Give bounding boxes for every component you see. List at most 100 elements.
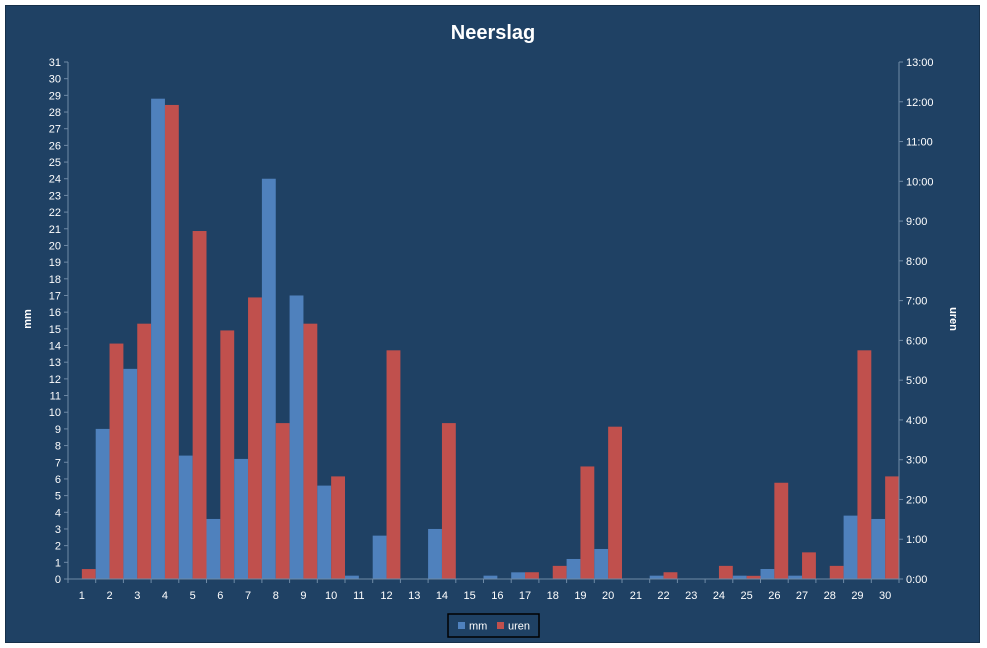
bar-uren-26 (774, 482, 789, 579)
y-tick-label-left: 1 (55, 557, 61, 569)
bar-uren-22 (663, 572, 678, 579)
bar-uren-9 (303, 323, 318, 579)
x-tick-label: 2 (106, 590, 112, 602)
y-tick-label-left: 8 (55, 441, 61, 453)
x-tick-label: 27 (796, 590, 808, 602)
y-tick-label-left: 20 (49, 240, 61, 252)
bar-mm-8 (261, 178, 276, 579)
y-tick-label-left: 11 (50, 391, 61, 403)
y-tick-label-left: 4 (55, 507, 61, 519)
bar-mm-4 (151, 98, 165, 580)
y-tick-label-right: 3:00 (906, 455, 927, 467)
bar-uren-2 (109, 343, 124, 579)
y-tick-label-left: 18 (49, 274, 61, 286)
bar-mm-9 (289, 295, 304, 579)
bar-uren-20 (608, 426, 622, 579)
bar-uren-8 (275, 423, 290, 579)
bar-uren-5 (192, 231, 207, 579)
x-tick-label: 4 (162, 590, 168, 602)
x-tick-label: 17 (519, 590, 531, 602)
y-tick-label-left: 10 (49, 407, 61, 419)
y-tick-label-left: 22 (49, 207, 61, 219)
bar-uren-14 (441, 423, 456, 579)
y-tick-label-left: 12 (49, 374, 61, 386)
x-tick-label: 30 (879, 590, 891, 602)
bar-uren-27 (802, 552, 816, 579)
bar-uren-12 (386, 350, 401, 579)
x-tick-label: 21 (630, 590, 642, 602)
bar-uren-30 (885, 476, 899, 579)
chart-canvas: Neerslag mm uren 01234567891011121314151… (22, 22, 959, 638)
bar-mm-17 (511, 572, 526, 579)
x-tick-label: 28 (824, 590, 836, 602)
x-tick-label: 25 (741, 590, 753, 602)
y-tick-label-left: 13 (49, 357, 61, 369)
bar-mm-25 (732, 575, 747, 579)
bar-mm-6 (206, 518, 221, 579)
y-tick-label-left: 2 (55, 541, 61, 553)
x-tick-label: 14 (436, 590, 448, 602)
y-axis-title-left: mm (22, 309, 34, 329)
x-tick-label: 12 (380, 590, 392, 602)
x-tick-label: 22 (657, 590, 669, 602)
chart-title: Neerslag (451, 22, 536, 44)
bar-mm-30 (871, 518, 886, 579)
x-tick-label: 16 (491, 590, 503, 602)
y-tick-label-right: 7:00 (906, 296, 927, 308)
x-tick-label: 13 (408, 590, 420, 602)
bar-mm-16 (483, 575, 498, 579)
y-tick-label-left: 9 (55, 424, 61, 436)
bar-mm-19 (566, 558, 581, 579)
axes-group: 0123456789101112131415161718192021222324… (49, 57, 934, 602)
bar-mm-3 (123, 368, 138, 579)
legend: mm uren (447, 613, 540, 638)
y-tick-label-right: 10:00 (906, 176, 934, 188)
y-tick-label-right: 6:00 (906, 335, 927, 347)
bar-uren-7 (248, 297, 262, 579)
y-tick-label-right: 0:00 (906, 574, 927, 586)
bar-uren-17 (525, 572, 539, 579)
x-tick-label: 1 (79, 590, 85, 602)
bar-uren-29 (857, 350, 872, 579)
y-tick-label-left: 30 (49, 74, 61, 86)
y-tick-label-left: 14 (49, 341, 61, 353)
y-tick-label-left: 5 (55, 491, 61, 503)
bar-mm-12 (372, 535, 387, 579)
x-tick-label: 9 (300, 590, 306, 602)
y-tick-label-left: 6 (55, 474, 61, 486)
y-tick-label-left: 16 (49, 307, 61, 319)
bar-mm-11 (345, 575, 359, 579)
bar-uren-19 (580, 466, 595, 579)
bar-mm-2 (95, 428, 110, 579)
y-tick-label-right: 12:00 (906, 97, 934, 109)
bar-uren-3 (137, 323, 152, 579)
y-tick-label-left: 25 (49, 157, 61, 169)
y-tick-label-left: 21 (49, 224, 61, 236)
x-tick-label: 26 (768, 590, 780, 602)
y-tick-label-right: 1:00 (906, 534, 927, 546)
bar-mm-20 (594, 548, 609, 579)
x-tick-label: 18 (547, 590, 559, 602)
y-tick-label-left: 26 (49, 140, 61, 152)
y-tick-label-left: 3 (55, 524, 61, 536)
legend-label-uren: uren (508, 621, 530, 633)
y-tick-label-left: 27 (49, 124, 61, 136)
y-tick-label-right: 8:00 (906, 256, 927, 268)
y-tick-label-right: 13:00 (906, 57, 934, 69)
y-tick-label-left: 17 (49, 290, 61, 302)
bar-uren-10 (331, 476, 345, 579)
x-tick-label: 23 (685, 590, 697, 602)
bar-mm-26 (760, 568, 775, 579)
x-tick-label: 29 (851, 590, 863, 602)
x-tick-label: 24 (713, 590, 725, 602)
y-tick-label-left: 28 (49, 107, 61, 119)
y-tick-label-left: 23 (49, 190, 61, 202)
x-tick-label: 15 (464, 590, 476, 602)
legend-swatch-uren (497, 622, 504, 629)
x-tick-label: 11 (353, 590, 364, 602)
bar-uren-1 (81, 569, 96, 579)
bars-group (81, 98, 899, 580)
y-tick-label-right: 4:00 (906, 415, 927, 427)
bar-mm-10 (317, 485, 332, 579)
x-tick-label: 19 (574, 590, 586, 602)
